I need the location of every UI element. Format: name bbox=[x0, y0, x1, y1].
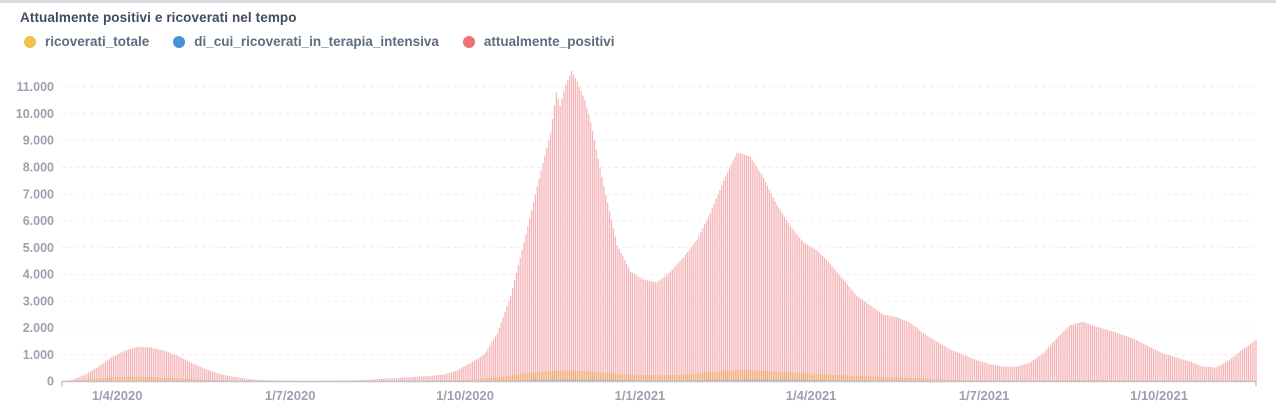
y-tick-label: 2.000 bbox=[23, 321, 54, 335]
x-tick-label: 1/10/2020 bbox=[436, 388, 494, 403]
y-tick-label: 7.000 bbox=[23, 187, 54, 201]
y-tick-label: 6.000 bbox=[23, 214, 54, 228]
x-tick-label: 1/7/2020 bbox=[265, 388, 316, 403]
y-tick-label: 8.000 bbox=[23, 161, 54, 175]
legend-item-terapia-intensiva[interactable]: di_cui_ricoverati_in_terapia_intensiva bbox=[173, 34, 439, 49]
chart-title: Attualmente positivi e ricoverati nel te… bbox=[20, 10, 297, 25]
x-tick-label: 1/4/2020 bbox=[92, 388, 143, 403]
y-tick-label: 0 bbox=[47, 375, 54, 389]
legend-label: di_cui_ricoverati_in_terapia_intensiva bbox=[194, 34, 439, 49]
legend-color-dot-icon bbox=[24, 35, 36, 48]
legend-item-ricoverati-totale[interactable]: ricoverati_totale bbox=[24, 34, 149, 49]
legend-color-dot-icon bbox=[462, 35, 475, 48]
y-tick-label: 10.000 bbox=[16, 107, 54, 121]
y-tick-label: 4.000 bbox=[23, 268, 54, 282]
chart-legend: ricoverati_totale di_cui_ricoverati_in_t… bbox=[24, 34, 614, 49]
legend-item-attualmente-positivi[interactable]: attualmente_positivi bbox=[462, 34, 615, 49]
legend-label: ricoverati_totale bbox=[45, 34, 150, 49]
x-tick-label: 1/4/2021 bbox=[786, 388, 837, 403]
y-tick-label: 3.000 bbox=[23, 294, 54, 308]
x-tick-label: 1/10/2021 bbox=[1130, 388, 1188, 403]
x-tick-label: 1/1/2021 bbox=[615, 388, 666, 403]
y-tick-label: 5.000 bbox=[23, 241, 54, 255]
series-attualmente_positivi bbox=[63, 70, 1257, 382]
y-tick-label: 11.000 bbox=[16, 80, 54, 94]
x-tick-label: 1/7/2021 bbox=[959, 388, 1010, 403]
legend-color-dot-icon bbox=[173, 35, 186, 48]
legend-label: attualmente_positivi bbox=[483, 34, 615, 49]
y-tick-label: 1.000 bbox=[23, 348, 54, 362]
y-tick-label: 9.000 bbox=[23, 134, 54, 148]
chart-canvas[interactable]: 0 1.000 2.000 3.000 4.000 5.000 6.000 7.000 8.00… bbox=[0, 3, 1276, 413]
